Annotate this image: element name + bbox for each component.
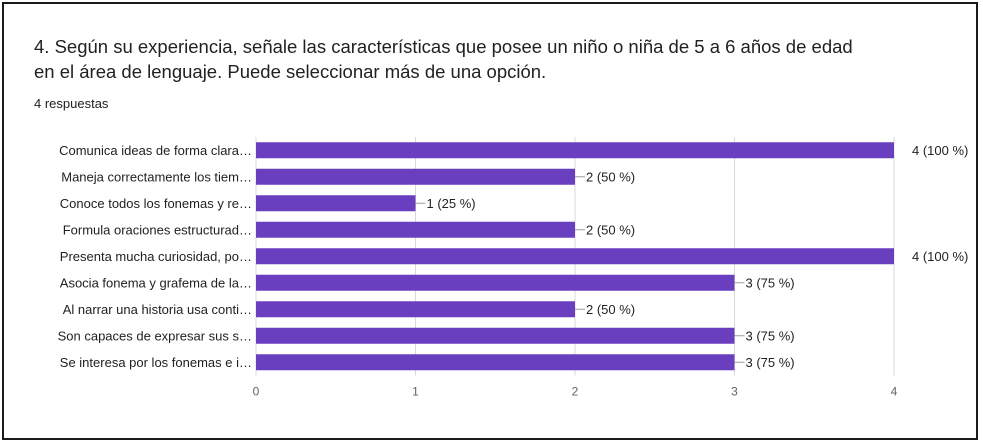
x-tick-label: 1 <box>412 385 419 399</box>
data-label: 4 (100 %) <box>912 143 968 158</box>
response-count: 4 respuestas <box>34 96 109 111</box>
bar <box>256 221 575 238</box>
question-line-1: 4. Según su experiencia, señale las cara… <box>34 36 853 57</box>
category-label: Formula oraciones estructurad… <box>63 222 252 237</box>
x-tick-label: 2 <box>572 385 579 399</box>
question-title: 4. Según su experiencia, señale las cara… <box>34 34 974 84</box>
category-label: Maneja correctamente los tiem… <box>61 169 252 184</box>
category-label: Son capaces de expresar sus s… <box>58 328 252 343</box>
category-label: Se interesa por los fonemas e i… <box>60 355 252 370</box>
bar <box>256 248 894 265</box>
x-tick-label: 0 <box>253 385 260 399</box>
category-label: Asocia fonema y grafema de la… <box>60 275 252 290</box>
question-line-2: en el área de lenguaje. Puede selecciona… <box>34 61 547 82</box>
category-label: Comunica ideas de forma clara… <box>59 143 252 158</box>
data-label: 2 (50 %) <box>586 169 635 184</box>
bar <box>256 168 575 185</box>
bar <box>256 354 735 371</box>
bar <box>256 327 735 344</box>
data-label: 3 (75 %) <box>746 275 795 290</box>
bar <box>256 142 894 159</box>
data-label: 4 (100 %) <box>912 249 968 264</box>
bar <box>256 274 735 291</box>
bar <box>256 195 416 212</box>
category-label: Presenta mucha curiosidad, po… <box>60 249 252 264</box>
category-label: Al narrar una historia usa conti… <box>63 302 252 317</box>
data-label: 2 (50 %) <box>586 302 635 317</box>
x-tick-label: 3 <box>731 385 738 399</box>
data-label: 2 (50 %) <box>586 222 635 237</box>
bar <box>256 301 575 318</box>
category-label: Conoce todos los fonemas y re… <box>60 196 252 211</box>
data-label: 3 (75 %) <box>746 328 795 343</box>
x-tick-label: 4 <box>891 385 898 399</box>
data-label: 1 (25 %) <box>427 196 476 211</box>
data-label: 3 (75 %) <box>746 355 795 370</box>
